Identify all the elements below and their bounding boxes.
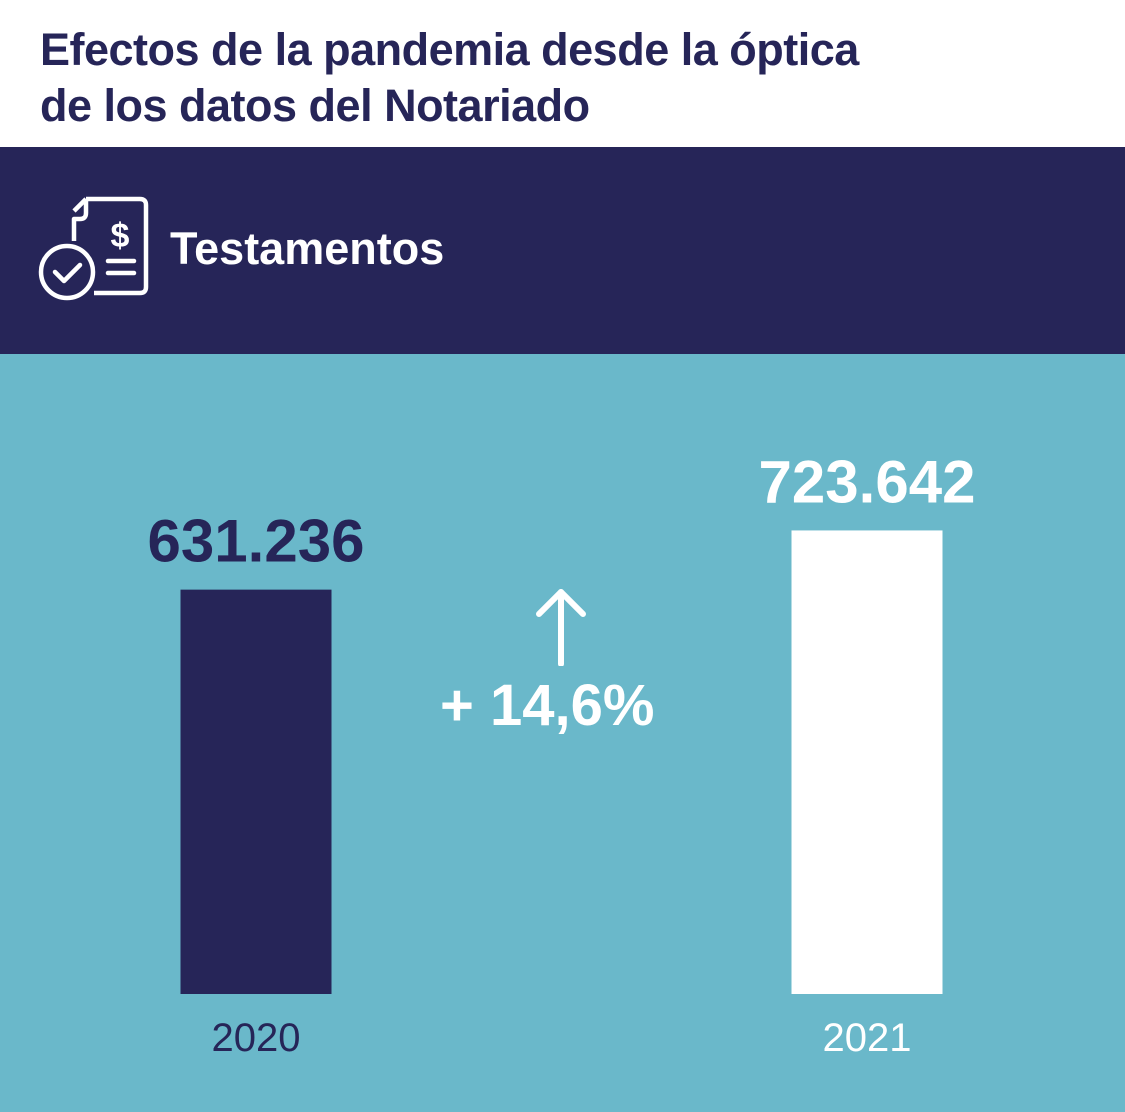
chart-area: 631.236 2020 723.642 2021 + 14,6%: [0, 354, 1125, 1112]
title-line-1: Efectos de la pandemia desde la óptica: [40, 24, 859, 75]
change-percentage: + 14,6%: [440, 673, 655, 738]
testament-document-icon: $: [38, 196, 149, 301]
title-line-2: de los datos del Notariado: [40, 80, 590, 131]
section-banner: $ Testamentos: [0, 147, 1125, 354]
svg-text:$: $: [111, 217, 130, 255]
value-label-2021: 723.642: [759, 448, 976, 515]
arrow-up-icon: [536, 589, 586, 666]
category-label-2020: 2020: [212, 1016, 301, 1060]
bar-2021: [791, 530, 943, 994]
bar-2020: [180, 589, 332, 994]
page-title: Efectos de la pandemia desde la óptica d…: [40, 22, 1100, 134]
category-label-2021: 2021: [823, 1016, 912, 1060]
bar-chart: 631.236 2020 723.642 2021: [148, 448, 976, 1060]
banner-label: Testamentos: [170, 223, 445, 274]
value-label-2020: 631.236: [148, 508, 365, 575]
